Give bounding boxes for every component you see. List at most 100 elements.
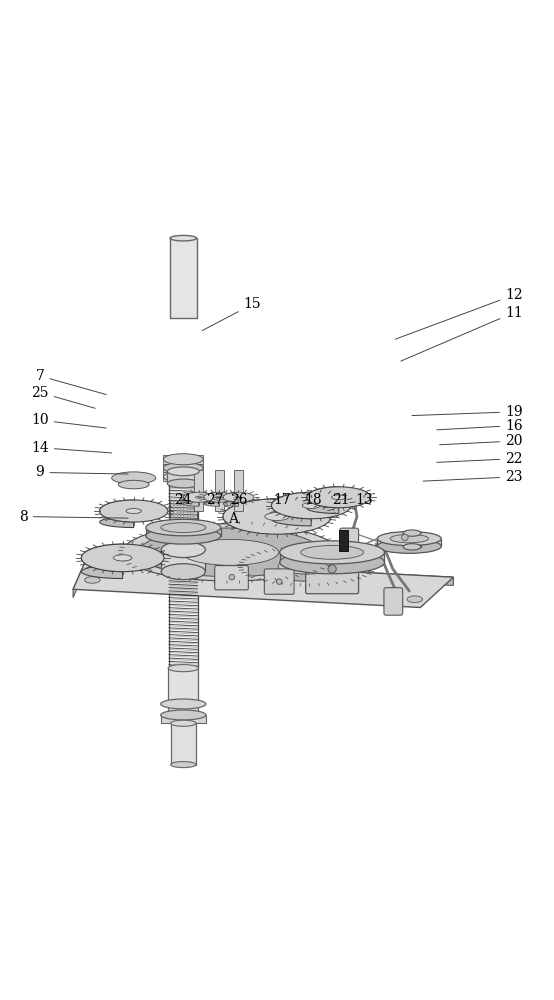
Text: 15: 15 bbox=[202, 297, 261, 331]
Bar bbox=[215, 470, 223, 511]
Bar bbox=[146, 528, 221, 536]
Text: 14: 14 bbox=[31, 441, 111, 455]
Ellipse shape bbox=[204, 492, 234, 502]
Ellipse shape bbox=[126, 509, 141, 514]
Ellipse shape bbox=[229, 574, 234, 580]
Ellipse shape bbox=[170, 235, 197, 241]
Bar bbox=[234, 470, 243, 511]
Ellipse shape bbox=[161, 699, 206, 709]
Text: 9: 9 bbox=[35, 465, 128, 479]
Bar bbox=[280, 552, 384, 562]
Bar bbox=[170, 238, 197, 318]
Ellipse shape bbox=[195, 496, 202, 498]
Ellipse shape bbox=[100, 500, 168, 522]
Ellipse shape bbox=[223, 492, 254, 502]
Bar bbox=[163, 464, 203, 472]
Ellipse shape bbox=[390, 534, 428, 543]
Ellipse shape bbox=[163, 471, 203, 482]
Ellipse shape bbox=[163, 454, 203, 465]
Bar bbox=[194, 470, 203, 511]
Polygon shape bbox=[307, 487, 338, 514]
Bar bbox=[161, 715, 206, 723]
Text: 20: 20 bbox=[440, 434, 523, 448]
FancyBboxPatch shape bbox=[215, 566, 248, 590]
FancyBboxPatch shape bbox=[384, 588, 403, 615]
Ellipse shape bbox=[114, 555, 132, 561]
Polygon shape bbox=[73, 558, 453, 607]
Ellipse shape bbox=[278, 558, 337, 574]
Ellipse shape bbox=[242, 549, 372, 584]
Ellipse shape bbox=[402, 534, 408, 541]
Text: 27: 27 bbox=[206, 493, 223, 507]
Ellipse shape bbox=[331, 495, 346, 500]
FancyBboxPatch shape bbox=[306, 567, 358, 594]
Ellipse shape bbox=[216, 496, 223, 498]
Ellipse shape bbox=[182, 539, 279, 565]
Bar bbox=[169, 483, 198, 668]
Polygon shape bbox=[73, 558, 87, 598]
Ellipse shape bbox=[167, 479, 199, 488]
Ellipse shape bbox=[403, 530, 421, 536]
Text: 23: 23 bbox=[423, 470, 523, 484]
Ellipse shape bbox=[235, 496, 242, 498]
Ellipse shape bbox=[307, 487, 371, 508]
Text: 16: 16 bbox=[437, 419, 523, 433]
Ellipse shape bbox=[139, 528, 321, 577]
Bar bbox=[170, 500, 197, 558]
Ellipse shape bbox=[301, 545, 363, 559]
Text: 8: 8 bbox=[19, 510, 128, 524]
Polygon shape bbox=[100, 500, 134, 528]
Ellipse shape bbox=[171, 720, 196, 726]
Ellipse shape bbox=[118, 480, 149, 489]
Ellipse shape bbox=[161, 564, 206, 580]
Ellipse shape bbox=[161, 710, 206, 720]
Polygon shape bbox=[271, 492, 311, 526]
Bar bbox=[403, 533, 421, 547]
Polygon shape bbox=[338, 530, 347, 551]
Ellipse shape bbox=[271, 492, 351, 519]
Text: 19: 19 bbox=[412, 405, 523, 419]
Ellipse shape bbox=[85, 577, 100, 583]
Text: 24: 24 bbox=[175, 493, 199, 507]
Bar bbox=[167, 471, 199, 483]
Ellipse shape bbox=[146, 519, 221, 536]
Ellipse shape bbox=[377, 532, 442, 546]
Polygon shape bbox=[87, 558, 453, 585]
Polygon shape bbox=[223, 492, 238, 506]
Text: 17: 17 bbox=[274, 493, 291, 507]
Ellipse shape bbox=[163, 463, 203, 474]
Ellipse shape bbox=[403, 531, 421, 536]
Polygon shape bbox=[183, 492, 199, 506]
Ellipse shape bbox=[407, 596, 423, 603]
Text: 12: 12 bbox=[396, 288, 523, 339]
Ellipse shape bbox=[183, 492, 214, 502]
Bar bbox=[171, 723, 196, 765]
Ellipse shape bbox=[265, 513, 289, 521]
Ellipse shape bbox=[223, 499, 331, 534]
Ellipse shape bbox=[171, 762, 196, 768]
Ellipse shape bbox=[81, 544, 164, 572]
Text: 18: 18 bbox=[304, 493, 322, 507]
Text: 13: 13 bbox=[355, 493, 373, 507]
Bar bbox=[377, 539, 442, 546]
Ellipse shape bbox=[280, 541, 384, 564]
Bar bbox=[161, 550, 206, 572]
Ellipse shape bbox=[302, 503, 320, 508]
Ellipse shape bbox=[167, 467, 199, 476]
Bar bbox=[163, 455, 203, 464]
Text: 25: 25 bbox=[31, 386, 95, 408]
FancyBboxPatch shape bbox=[264, 569, 294, 594]
Ellipse shape bbox=[146, 528, 221, 544]
FancyBboxPatch shape bbox=[340, 528, 358, 552]
Polygon shape bbox=[223, 499, 277, 542]
Text: 11: 11 bbox=[401, 306, 523, 361]
Text: A: A bbox=[228, 506, 238, 526]
Bar bbox=[168, 704, 198, 715]
Ellipse shape bbox=[328, 565, 336, 573]
Bar bbox=[168, 668, 198, 704]
Text: 10: 10 bbox=[31, 413, 106, 428]
Ellipse shape bbox=[165, 523, 202, 532]
Text: 22: 22 bbox=[437, 452, 523, 466]
Ellipse shape bbox=[161, 523, 206, 533]
Polygon shape bbox=[204, 492, 219, 506]
